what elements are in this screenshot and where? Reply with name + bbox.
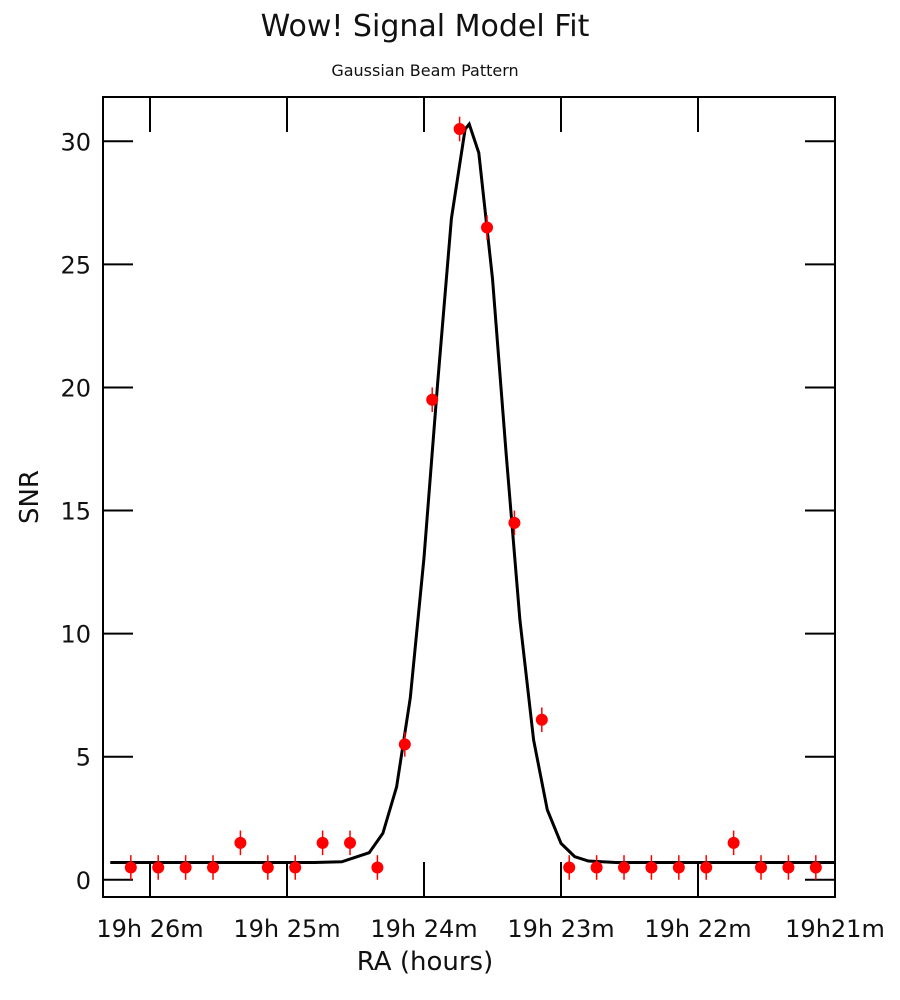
data-point	[398, 738, 411, 751]
chart-title: Wow! Signal Model Fit	[261, 9, 590, 44]
data-point	[645, 861, 658, 874]
y-tick-label: 30	[60, 128, 91, 156]
y-tick-label: 25	[60, 251, 91, 279]
data-point	[727, 836, 740, 849]
data-point	[316, 836, 329, 849]
y-tick-label: 5	[76, 744, 91, 772]
y-tick-label: 20	[60, 374, 91, 402]
chart-subtitle: Gaussian Beam Pattern	[331, 61, 518, 80]
data-point	[371, 861, 384, 874]
data-point	[508, 516, 521, 529]
y-tick-label: 15	[60, 498, 91, 526]
data-point	[261, 861, 274, 874]
data-point	[563, 861, 576, 874]
data-point	[426, 393, 439, 406]
x-tick-label: 19h 22m	[644, 915, 751, 943]
data-point	[809, 861, 822, 874]
data-point	[207, 861, 220, 874]
x-axis-label: RA (hours)	[357, 947, 493, 977]
data-point	[152, 861, 165, 874]
data-point	[481, 221, 494, 234]
x-tick-label: 19h 24m	[370, 915, 477, 943]
y-tick-label: 10	[60, 621, 91, 649]
data-point	[344, 836, 357, 849]
data-point	[590, 861, 603, 874]
x-tick-label: 19h 26m	[96, 915, 203, 943]
data-point	[453, 123, 466, 135]
data-point	[289, 861, 302, 874]
x-tick-label: 19h 23m	[507, 915, 614, 943]
data-point	[124, 861, 137, 874]
data-point	[755, 861, 768, 874]
data-point	[535, 713, 548, 726]
plot-frame	[102, 96, 836, 898]
model-curve	[110, 120, 835, 865]
data-point	[782, 861, 795, 874]
y-axis-label: SNR	[15, 470, 45, 524]
data-point	[234, 836, 247, 849]
data-point	[700, 861, 713, 874]
x-tick-label: 19h21m	[785, 915, 885, 943]
data-point	[179, 861, 192, 874]
y-tick-label: 0	[76, 867, 91, 895]
data-point	[672, 861, 685, 874]
x-tick-label: 19h 25m	[233, 915, 340, 943]
data-point	[618, 861, 631, 874]
